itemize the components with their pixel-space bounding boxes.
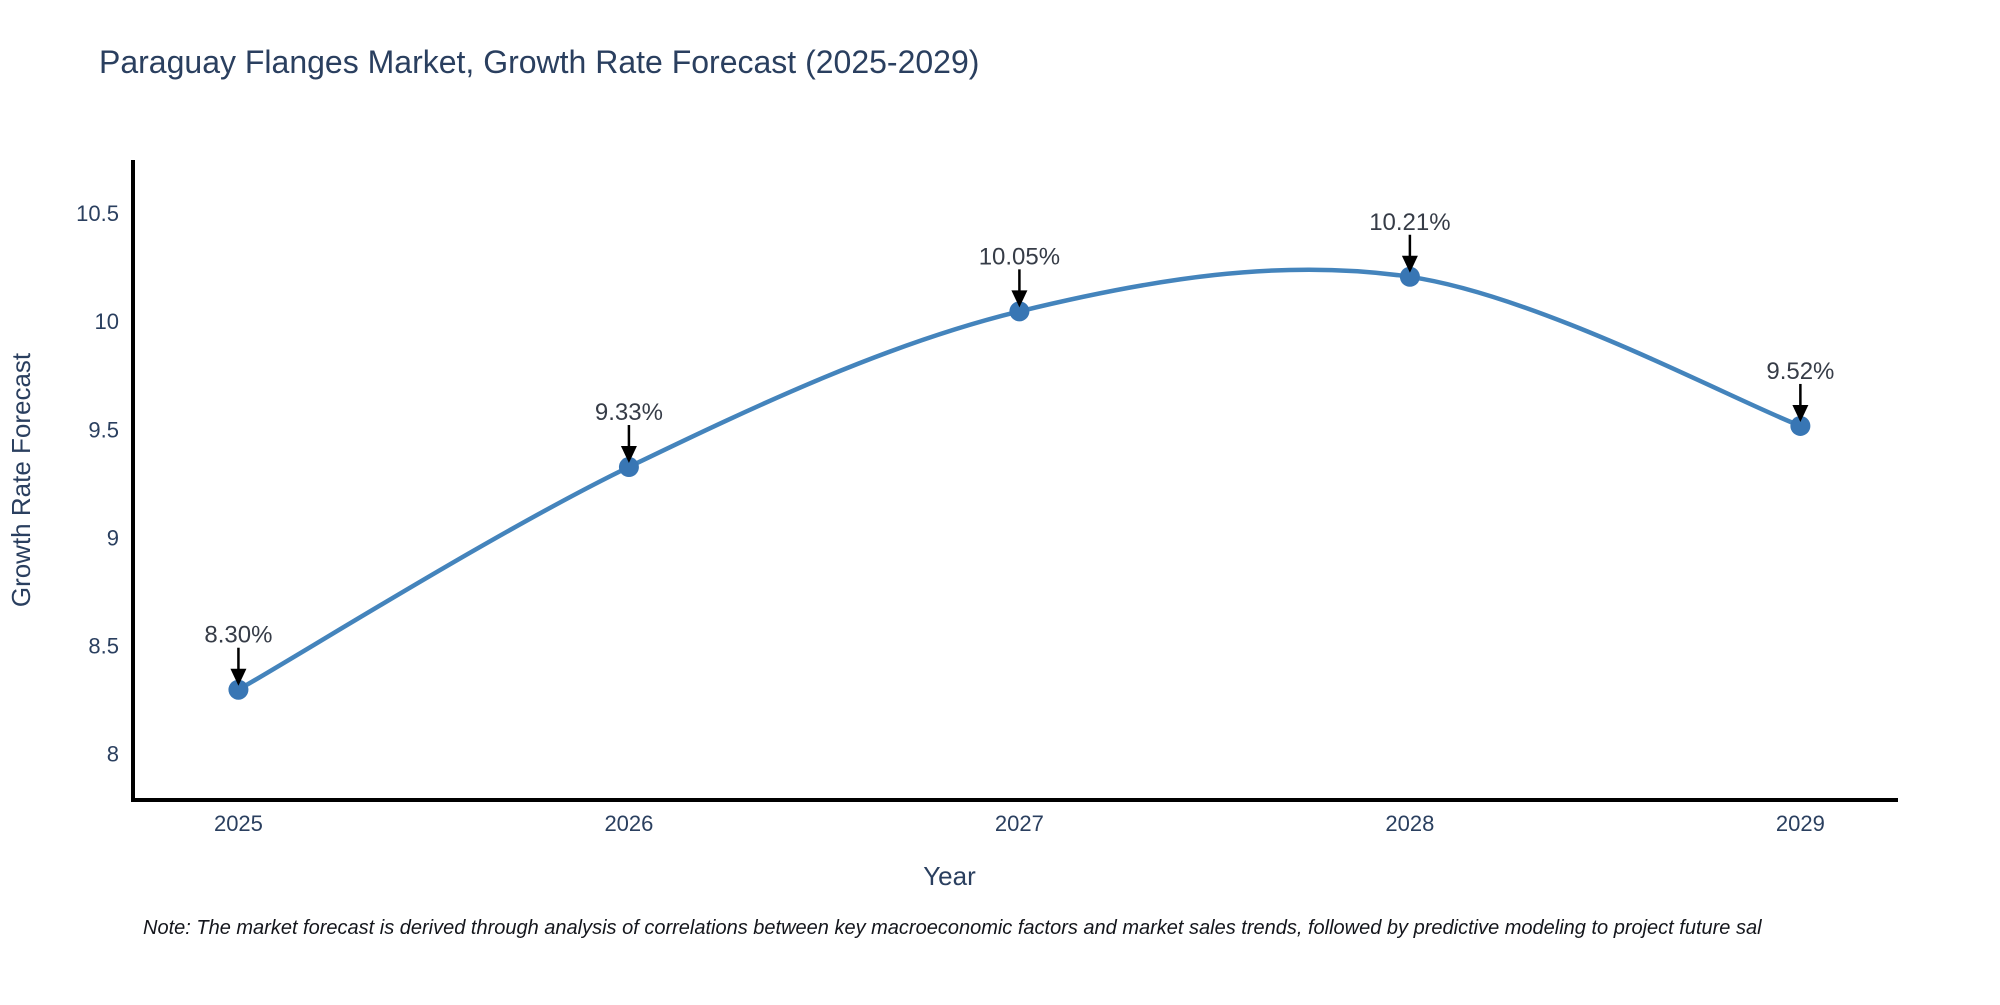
chart-title: Paraguay Flanges Market, Growth Rate For…: [99, 44, 980, 80]
data-point-marker: [1399, 266, 1420, 287]
x-tick-label: 2026: [604, 811, 653, 836]
annotation-arrowhead: [1011, 290, 1028, 308]
x-tick-label: 2025: [214, 811, 263, 836]
data-point-marker: [228, 679, 249, 700]
annotation-arrowhead: [1401, 255, 1418, 273]
y-tick-label: 8: [107, 742, 119, 767]
x-axis-title: Year: [923, 861, 976, 891]
y-tick-label: 9: [107, 525, 119, 550]
annotation-arrowhead: [230, 668, 247, 686]
data-point-label: 10.05%: [979, 243, 1060, 270]
y-tick-label: 10: [95, 309, 119, 334]
y-tick-label: 9.5: [88, 417, 119, 442]
y-axis-title: Growth Rate Forecast: [6, 352, 36, 607]
data-point-marker: [1009, 301, 1030, 322]
x-tick-label: 2029: [1776, 811, 1825, 836]
x-tick-label: 2028: [1385, 811, 1434, 836]
annotation-arrowhead: [1792, 404, 1809, 422]
x-tick-label: 2027: [995, 811, 1044, 836]
y-tick-label: 8.5: [88, 633, 119, 658]
data-point-label: 9.52%: [1766, 358, 1834, 385]
line-series: [236, 267, 1803, 692]
footnote: Note: The market forecast is derived thr…: [143, 917, 1762, 939]
y-tick-label: 10.5: [76, 201, 119, 226]
annotation-arrowhead: [620, 446, 637, 464]
data-point-marker: [618, 457, 639, 478]
data-point-label: 8.30%: [204, 622, 272, 649]
data-point-label: 9.33%: [595, 399, 663, 426]
data-point-label: 10.21%: [1369, 209, 1450, 236]
data-point-marker: [1790, 415, 1811, 436]
